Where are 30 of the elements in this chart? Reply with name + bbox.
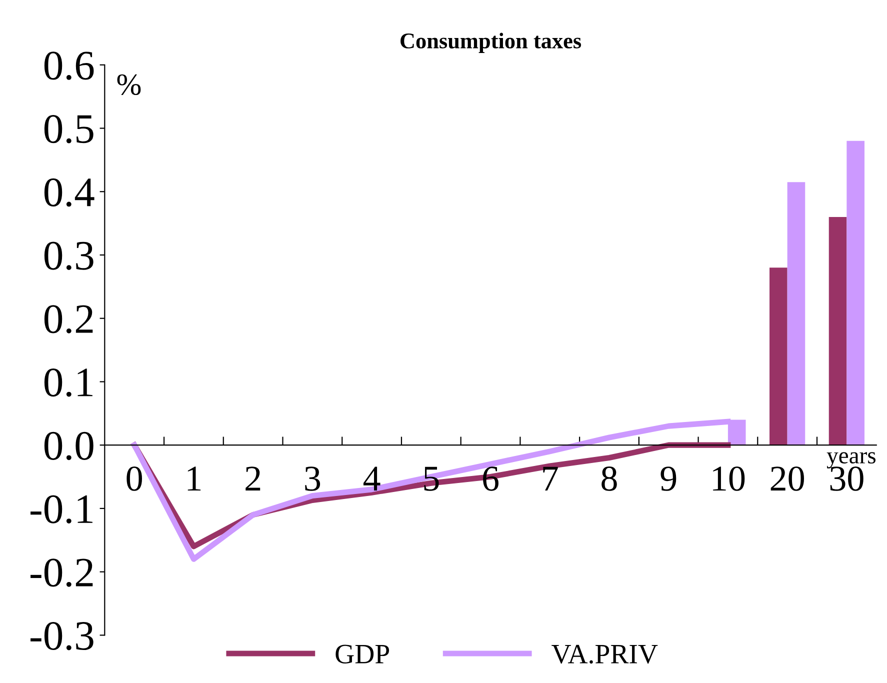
y-tick-label: 0.6 — [44, 52, 94, 80]
bar — [828, 216, 847, 446]
x-axis-title: years — [826, 452, 876, 468]
bar — [846, 140, 864, 446]
chart-title: Consumption taxes — [400, 32, 582, 53]
y-tick-label: 0.2 — [44, 305, 93, 334]
y-tick-label: -0.3 — [30, 622, 94, 650]
x-tick-label: 10 — [713, 466, 745, 491]
x-tick-label: 9 — [660, 466, 676, 491]
y-tick-label: 0.4 — [44, 178, 94, 207]
legend-label: GDP — [336, 644, 390, 664]
x-tick-label: 4 — [363, 466, 380, 491]
bar — [787, 182, 806, 446]
x-tick-label: 7 — [543, 466, 558, 491]
x-tick-label: 3 — [305, 466, 320, 491]
x-tick-label: 2 — [246, 466, 260, 491]
x-tick-label: 8 — [602, 466, 617, 491]
y-tick-label: -0.2 — [30, 558, 93, 587]
x-tick-label: 1 — [188, 466, 201, 491]
x-tick-label: 30 — [830, 466, 864, 491]
y-tick-label: -0.1 — [30, 495, 92, 524]
x-tick-label: 20 — [770, 466, 804, 491]
x-tick-label: 0 — [126, 466, 142, 491]
y-tick-label: 0.3 — [44, 242, 94, 270]
bar — [770, 268, 788, 446]
y-tick-label: 0.1 — [44, 368, 92, 397]
y-tick-label: 0.5 — [44, 115, 94, 144]
y-tick-label: 0.0 — [44, 432, 94, 460]
legend-label: VA.PRIV — [552, 644, 658, 664]
y-axis-title: % — [117, 74, 141, 96]
